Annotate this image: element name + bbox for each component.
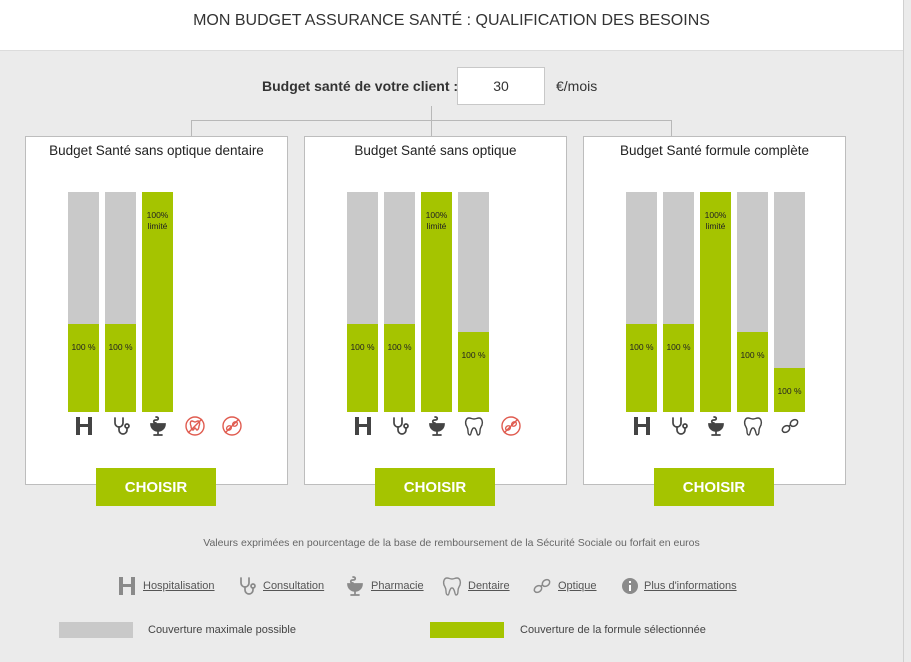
coverage-label: 100 % (108, 342, 133, 352)
coverage-label: 100 % (666, 342, 691, 352)
coverage-label: 100% limité (146, 210, 169, 231)
budget-card-3: Budget Santé formule complète 100 % 100 % 1… (583, 136, 846, 485)
legend-link[interactable]: Plus d'informations (644, 580, 737, 592)
budget-card-2: Budget Santé sans optique 100 % 100 % 100% … (304, 136, 567, 485)
coverage-fill (737, 331, 768, 412)
stethoscope-icon (236, 575, 258, 597)
coverage-bar-tooth: 100 % (458, 192, 489, 412)
coverage-fill (700, 192, 731, 412)
coverage-fill (421, 192, 452, 412)
glasses-icon (774, 413, 805, 439)
coverage-fill (68, 324, 99, 412)
coverage-label: 100 % (629, 342, 654, 352)
coverage-fill (142, 192, 173, 412)
pharmacy-icon (142, 413, 173, 439)
legend-item-glasses: Optique (531, 574, 597, 598)
coverage-label: 100% limité (704, 210, 727, 231)
coverage-bar-stethoscope: 100 % (663, 192, 694, 412)
connector-middle (431, 120, 432, 136)
budget-label: Budget santé de votre client : (262, 78, 459, 94)
budget-card-1: Budget Santé sans optique dentaire 100 % 1… (25, 136, 288, 485)
glasses-icon (531, 575, 553, 597)
legend-item-tooth: Dentaire (441, 574, 510, 598)
coverage-label: 100 % (777, 386, 802, 396)
coverage-fill (458, 331, 489, 412)
choose-button[interactable]: CHOISIR (375, 468, 495, 506)
budget-unit: €/mois (556, 78, 598, 94)
choose-button[interactable]: CHOISIR (654, 468, 774, 506)
stethoscope-icon (663, 413, 694, 439)
connector-left (191, 120, 192, 136)
card-title: Budget Santé sans optique (354, 143, 517, 158)
coverage-fill (347, 324, 378, 412)
coverage-bar-tooth: 100 % (737, 192, 768, 412)
coverage-bar-pharmacy: 100% limité (421, 192, 452, 412)
legend-item-hospital: Hospitalisation (116, 574, 215, 598)
tooth-icon (737, 413, 768, 439)
connector-right (671, 120, 672, 136)
legend-link[interactable]: Dentaire (468, 580, 510, 592)
coverage-label: 100 % (461, 349, 486, 360)
coverage-fill (774, 368, 805, 412)
legend-link[interactable]: Consultation (263, 580, 325, 592)
legend-link[interactable]: Pharmacie (371, 580, 424, 592)
coverage-label: 100 % (740, 349, 765, 360)
optical-excluded-icon (216, 413, 247, 439)
card-title: Budget Santé formule complète (619, 143, 810, 158)
hospital-icon (626, 413, 657, 439)
legend-item-stethoscope: Consultation (236, 574, 324, 598)
max-coverage-swatch (59, 622, 133, 638)
optical-excluded-icon (495, 413, 526, 439)
legend-item-pharmacy: Pharmacie (344, 574, 424, 598)
coverage-bar-glasses: 100 % (774, 192, 805, 412)
connector-stem (431, 106, 432, 120)
pharmacy-icon (344, 575, 366, 597)
legend-link[interactable]: Hospitalisation (143, 580, 215, 592)
selected-coverage-label: Couverture de la formule sélectionnée (520, 624, 706, 636)
hospital-icon (68, 413, 99, 439)
budget-input[interactable] (457, 67, 545, 105)
card-title: Budget Santé sans optique dentaire (49, 143, 264, 158)
stethoscope-icon (105, 413, 136, 439)
legend-link[interactable]: Optique (558, 580, 597, 592)
coverage-bar-hospital: 100 % (626, 192, 657, 412)
coverage-bar-hospital: 100 % (68, 192, 99, 412)
coverage-bar-stethoscope: 100 % (105, 192, 136, 412)
coverage-label: 100 % (71, 342, 96, 352)
coverage-bar-pharmacy: 100% limité (700, 192, 731, 412)
coverage-label: 100 % (387, 342, 412, 352)
coverage-fill (663, 324, 694, 412)
pharmacy-icon (700, 413, 731, 439)
coverage-label: 100% limité (425, 210, 448, 231)
hospital-icon (116, 575, 138, 597)
coverage-fill (384, 324, 415, 412)
coverage-fill (105, 324, 136, 412)
choose-button[interactable]: CHOISIR (96, 468, 216, 506)
pharmacy-icon (421, 413, 452, 439)
page-header: MON BUDGET ASSURANCE SANTÉ : QUALIFICATI… (0, 0, 903, 51)
dental-excluded-icon (179, 413, 210, 439)
footnote: Valeurs exprimées en pourcentage de la b… (203, 537, 700, 549)
hospital-icon (347, 413, 378, 439)
stethoscope-icon (384, 413, 415, 439)
legend-item-info: Plus d'informations (621, 574, 737, 598)
coverage-bar-hospital: 100 % (347, 192, 378, 412)
page-title: MON BUDGET ASSURANCE SANTÉ : QUALIFICATI… (193, 12, 710, 29)
max-coverage-label: Couverture maximale possible (148, 624, 296, 636)
info-icon (621, 577, 639, 595)
tooth-icon (441, 575, 463, 597)
coverage-label: 100 % (350, 342, 375, 352)
coverage-bar-stethoscope: 100 % (384, 192, 415, 412)
coverage-fill (626, 324, 657, 412)
selected-coverage-swatch (430, 622, 504, 638)
right-border (903, 0, 904, 662)
tooth-icon (458, 413, 489, 439)
coverage-bar-pharmacy: 100% limité (142, 192, 173, 412)
